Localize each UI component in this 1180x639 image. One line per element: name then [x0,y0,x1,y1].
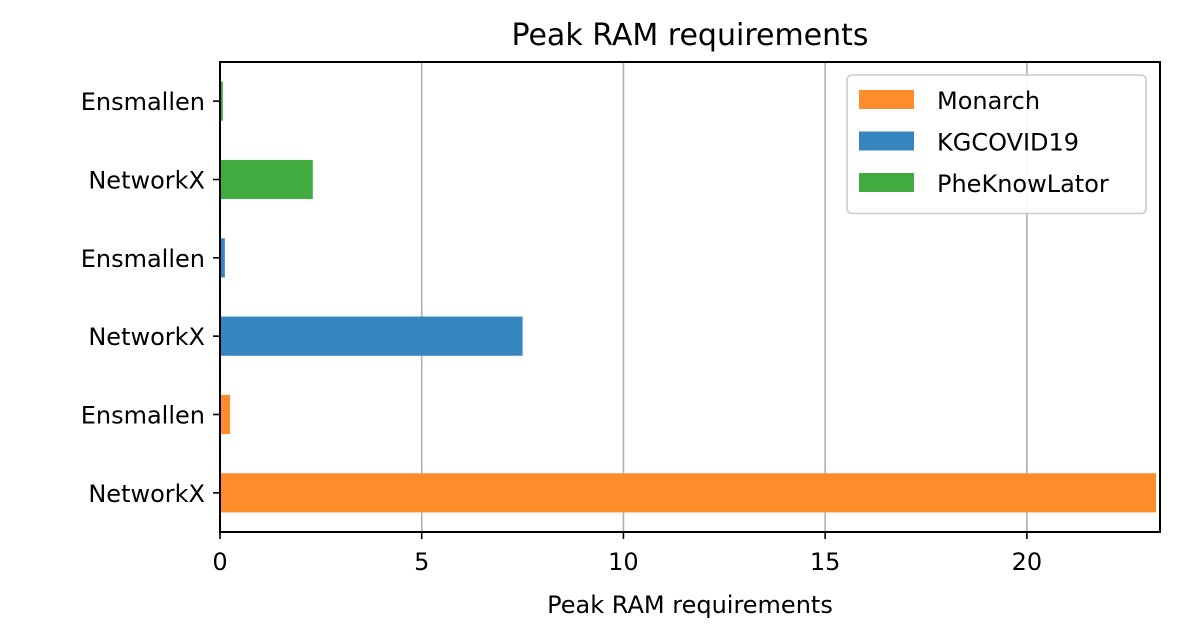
x-axis-ticks: 0 5 10 15 20 [212,532,1042,576]
legend-label-kgcovid19: KGCOVID19 [937,129,1079,157]
legend-box [846,74,1147,215]
bar-monarch-ensmallen [220,394,231,435]
bar-monarch-networkx [220,473,1156,513]
y-tick-label: NetworkX [88,323,205,351]
y-tick-label: Ensmallen [81,402,205,430]
plot-frame [219,61,1161,533]
legend-label-pheknowlator: PheKnowLator [937,170,1109,198]
bar-kgcovid19-ensmallen [220,238,225,278]
bar-pheknowlator-ensmallen [220,81,223,121]
legend-swatch-monarch [859,90,914,109]
y-tick-label: Ensmallen [81,88,205,116]
y-tick-label: NetworkX [88,167,205,195]
y-axis-ticks: NetworkX Ensmallen NetworkX Ensmallen Networ… [81,88,220,508]
bar-pheknowlator-networkx [220,159,313,200]
legend-swatch-pheknowlator [859,173,914,192]
y-tick-label: NetworkX [88,480,205,508]
x-tick-label: 15 [810,548,841,576]
x-tick-label: 5 [414,548,429,576]
legend-label-monarch: Monarch [937,87,1040,115]
legend-swatch-kgcovid19 [859,131,914,151]
bars [220,81,1156,513]
legend: Monarch KGCOVID19 PheKnowLator [846,74,1147,215]
x-tick-label: 10 [608,548,639,576]
y-tick-label: Ensmallen [81,245,205,273]
x-tick-label: 20 [1012,548,1043,576]
x-tick-label: 0 [212,548,227,576]
x-axis-label: Peak RAM requirements [547,591,833,619]
bar-kgcovid19-networkx [220,316,523,356]
chart-title: Peak RAM requirements [511,18,868,53]
